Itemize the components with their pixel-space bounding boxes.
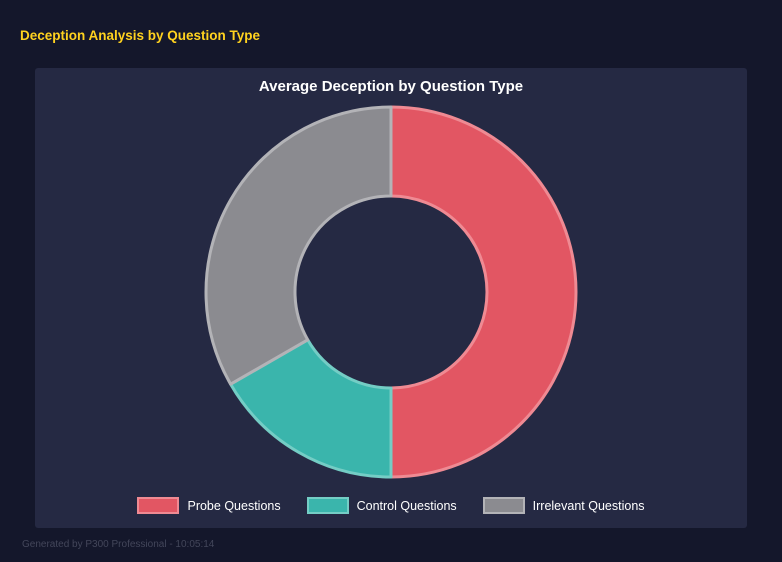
legend-item[interactable]: Probe Questions xyxy=(137,497,281,514)
chart-panel: Average Deception by Question Type Probe… xyxy=(35,68,747,528)
legend-item[interactable]: Irrelevant Questions xyxy=(482,497,645,514)
donut-slice-3[interactable] xyxy=(204,105,393,386)
donut-chart[interactable] xyxy=(35,104,747,492)
chart-legend: Probe Questions Control Questions Irreleva… xyxy=(35,497,747,514)
legend-label: Irrelevant Questions xyxy=(532,498,645,513)
legend-swatch xyxy=(482,497,525,514)
legend-swatch xyxy=(306,497,349,514)
legend-item[interactable]: Control Questions xyxy=(306,497,457,514)
page-title: Deception Analysis by Question Type xyxy=(20,28,261,43)
legend-label: Control Questions xyxy=(356,498,457,513)
donut-slice-1[interactable] xyxy=(389,105,578,479)
legend-label: Probe Questions xyxy=(187,498,281,513)
chart-title: Average Deception by Question Type xyxy=(258,78,524,95)
donut-slice-2[interactable] xyxy=(229,338,393,479)
footer-text: Generated by P300 Professional - 10:05:1… xyxy=(22,539,215,550)
legend-swatch xyxy=(137,497,180,514)
